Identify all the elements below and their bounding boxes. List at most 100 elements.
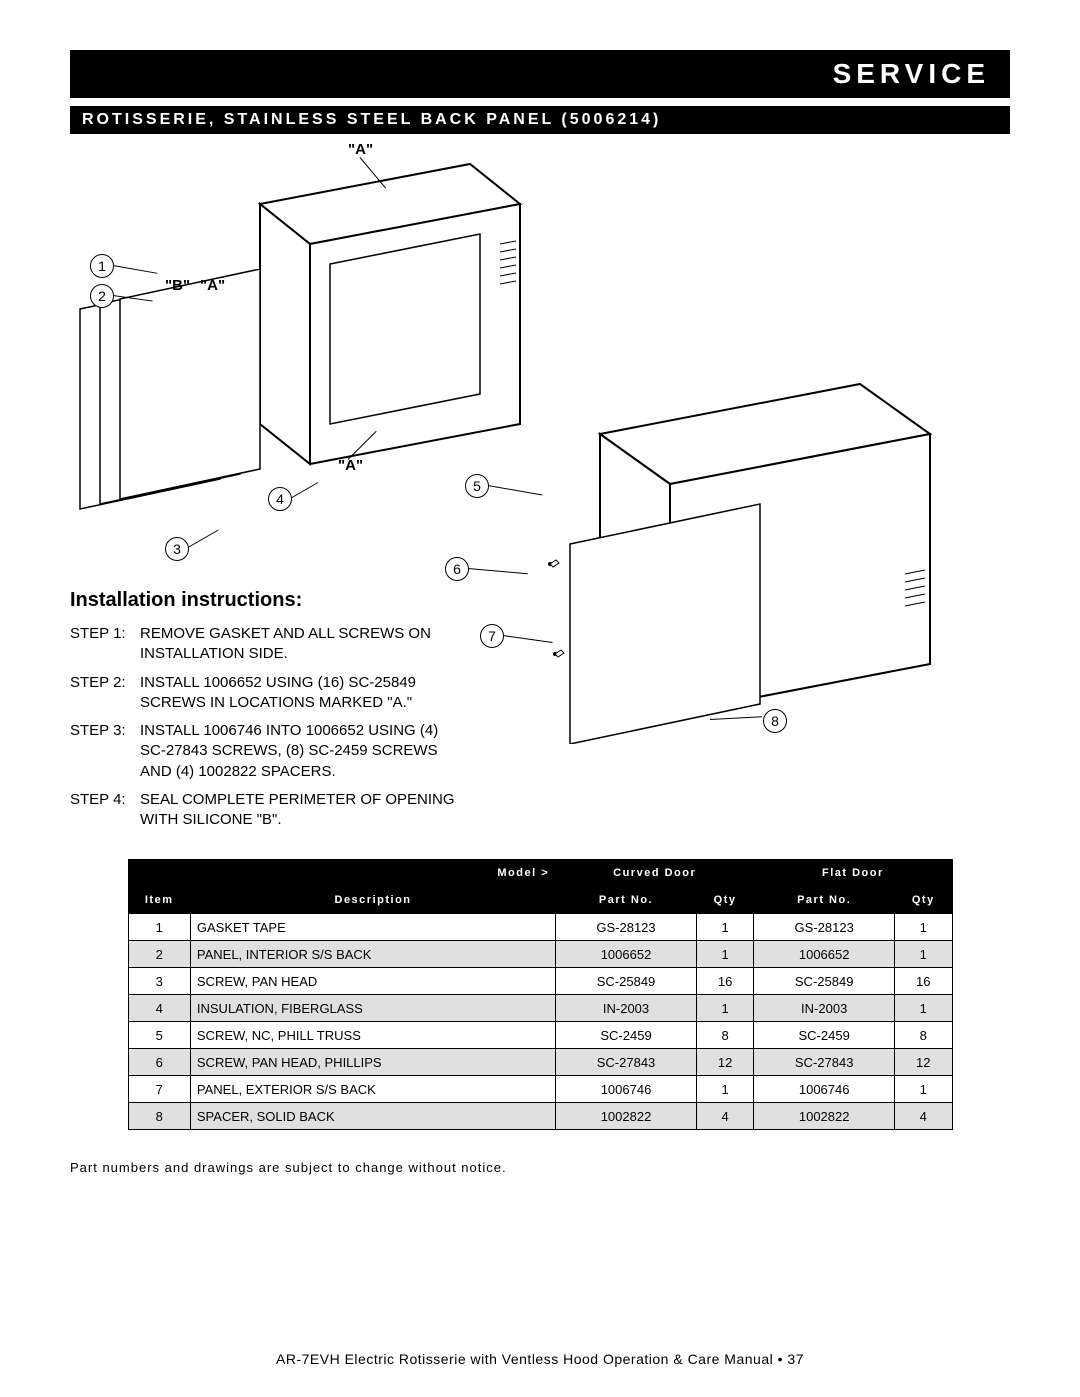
header-bar: SERVICE bbox=[70, 50, 1010, 98]
table-cell: IN-2003 bbox=[754, 995, 895, 1022]
table-cell: 8 bbox=[696, 1022, 753, 1049]
callout-1: 1 bbox=[90, 254, 114, 278]
right-appliance-drawing bbox=[540, 364, 960, 744]
table-cell: SCREW, PAN HEAD bbox=[190, 968, 555, 995]
table-cell: 1 bbox=[696, 941, 753, 968]
table-cell: SC-25849 bbox=[754, 968, 895, 995]
table-cell: SCREW, PAN HEAD, PHILLIPS bbox=[190, 1049, 555, 1076]
step-3-label: STEP 3: bbox=[70, 721, 140, 782]
step-2: STEP 2: INSTALL 1006652 USING (16) SC-25… bbox=[70, 673, 460, 714]
flat-door-header: Flat Door bbox=[754, 860, 952, 887]
instructions-title: Installation instructions: bbox=[70, 589, 302, 612]
label-a-top: "A" bbox=[348, 141, 373, 158]
callout-3: 3 bbox=[165, 537, 189, 561]
table-row: 6SCREW, PAN HEAD, PHILLIPSSC-2784312SC-2… bbox=[128, 1049, 952, 1076]
page: SERVICE ROTISSERIE, STAINLESS STEEL BACK… bbox=[0, 0, 1080, 1397]
footnote: Part numbers and drawings are subject to… bbox=[70, 1160, 1010, 1175]
table-cell: 1 bbox=[696, 1076, 753, 1103]
callout-5: 5 bbox=[465, 474, 489, 498]
subheader-title: ROTISSERIE, STAINLESS STEEL BACK PANEL (… bbox=[82, 111, 661, 129]
table-cell: 6 bbox=[128, 1049, 190, 1076]
table-cell: INSULATION, FIBERGLASS bbox=[190, 995, 555, 1022]
table-cell: 5 bbox=[128, 1022, 190, 1049]
table-cell: SC-2459 bbox=[754, 1022, 895, 1049]
col-qty-1: Qty bbox=[696, 887, 753, 914]
table-cell: SC-27843 bbox=[556, 1049, 697, 1076]
table-cell: GS-28123 bbox=[754, 914, 895, 941]
left-panels-drawing bbox=[60, 269, 290, 549]
table-cell: 3 bbox=[128, 968, 190, 995]
table-cell: 1002822 bbox=[556, 1103, 697, 1130]
callout-4: 4 bbox=[268, 487, 292, 511]
table-cell: IN-2003 bbox=[556, 995, 697, 1022]
header-service: SERVICE bbox=[833, 58, 990, 90]
table-cell: 12 bbox=[696, 1049, 753, 1076]
diagram-area: "A" "A" "A" "B" 1 2 3 4 5 6 7 8 Installa… bbox=[70, 139, 1010, 859]
table-cell: SC-2459 bbox=[556, 1022, 697, 1049]
table-cell: 1006746 bbox=[754, 1076, 895, 1103]
label-b: "B" bbox=[165, 277, 190, 294]
table-header-row: Item Description Part No. Qty Part No. Q… bbox=[128, 887, 952, 914]
table-cell: 4 bbox=[696, 1103, 753, 1130]
col-part-1: Part No. bbox=[556, 887, 697, 914]
callout-7: 7 bbox=[480, 624, 504, 648]
table-cell: 4 bbox=[895, 1103, 952, 1130]
callout-2: 2 bbox=[90, 284, 114, 308]
table-row: 8SPACER, SOLID BACK1002822410028224 bbox=[128, 1103, 952, 1130]
col-desc: Description bbox=[190, 887, 555, 914]
table-cell: SC-27843 bbox=[754, 1049, 895, 1076]
table-cell: 8 bbox=[128, 1103, 190, 1130]
model-label: Model > bbox=[128, 860, 556, 887]
table-cell: 1006652 bbox=[754, 941, 895, 968]
table-cell: 4 bbox=[128, 995, 190, 1022]
table-cell: 1006652 bbox=[556, 941, 697, 968]
table-cell: SPACER, SOLID BACK bbox=[190, 1103, 555, 1130]
step-4-label: STEP 4: bbox=[70, 790, 140, 831]
curved-door-header: Curved Door bbox=[556, 860, 754, 887]
table-model-row: Model > Curved Door Flat Door bbox=[128, 860, 952, 887]
table-cell: 16 bbox=[696, 968, 753, 995]
table-cell: 1 bbox=[696, 914, 753, 941]
table-row: 3SCREW, PAN HEADSC-2584916SC-2584916 bbox=[128, 968, 952, 995]
step-1: STEP 1: REMOVE GASKET AND ALL SCREWS ON … bbox=[70, 624, 460, 665]
step-4-text: SEAL COMPLETE PERIMETER OF OPENING WITH … bbox=[140, 790, 460, 831]
table-cell: 1006746 bbox=[556, 1076, 697, 1103]
label-a-bot: "A" bbox=[338, 457, 363, 474]
col-item: Item bbox=[128, 887, 190, 914]
table-cell: 1002822 bbox=[754, 1103, 895, 1130]
table-cell: 1 bbox=[128, 914, 190, 941]
table-cell: PANEL, INTERIOR S/S BACK bbox=[190, 941, 555, 968]
table-cell: 1 bbox=[895, 995, 952, 1022]
table-cell: 7 bbox=[128, 1076, 190, 1103]
table-row: 7PANEL, EXTERIOR S/S BACK100674611006746… bbox=[128, 1076, 952, 1103]
table-cell: PANEL, EXTERIOR S/S BACK bbox=[190, 1076, 555, 1103]
table-cell: 16 bbox=[895, 968, 952, 995]
callout-6: 6 bbox=[445, 557, 469, 581]
table-cell: 8 bbox=[895, 1022, 952, 1049]
table-row: 4INSULATION, FIBERGLASSIN-20031IN-20031 bbox=[128, 995, 952, 1022]
table-cell: 1 bbox=[696, 995, 753, 1022]
table-cell: 1 bbox=[895, 1076, 952, 1103]
table-row: 2PANEL, INTERIOR S/S BACK100665211006652… bbox=[128, 941, 952, 968]
step-2-label: STEP 2: bbox=[70, 673, 140, 714]
step-2-text: INSTALL 1006652 USING (16) SC-25849 SCRE… bbox=[140, 673, 460, 714]
col-part-2: Part No. bbox=[754, 887, 895, 914]
callout-8: 8 bbox=[763, 709, 787, 733]
instructions-block: STEP 1: REMOVE GASKET AND ALL SCREWS ON … bbox=[70, 624, 460, 838]
subheader-bar: ROTISSERIE, STAINLESS STEEL BACK PANEL (… bbox=[70, 106, 1010, 134]
parts-table: Model > Curved Door Flat Door Item Descr… bbox=[128, 859, 953, 1130]
table-cell: 12 bbox=[895, 1049, 952, 1076]
table-cell: 1 bbox=[895, 941, 952, 968]
step-1-text: REMOVE GASKET AND ALL SCREWS ON INSTALLA… bbox=[140, 624, 460, 665]
label-a-mid: "A" bbox=[200, 277, 225, 294]
table-cell: 1 bbox=[895, 914, 952, 941]
table-cell: 2 bbox=[128, 941, 190, 968]
leader-6 bbox=[468, 568, 528, 574]
step-3: STEP 3: INSTALL 1006746 INTO 1006652 USI… bbox=[70, 721, 460, 782]
table-cell: GASKET TAPE bbox=[190, 914, 555, 941]
step-1-label: STEP 1: bbox=[70, 624, 140, 665]
table-cell: GS-28123 bbox=[556, 914, 697, 941]
table-cell: SCREW, NC, PHILL TRUSS bbox=[190, 1022, 555, 1049]
table-cell: SC-25849 bbox=[556, 968, 697, 995]
table-row: 1GASKET TAPEGS-281231GS-281231 bbox=[128, 914, 952, 941]
